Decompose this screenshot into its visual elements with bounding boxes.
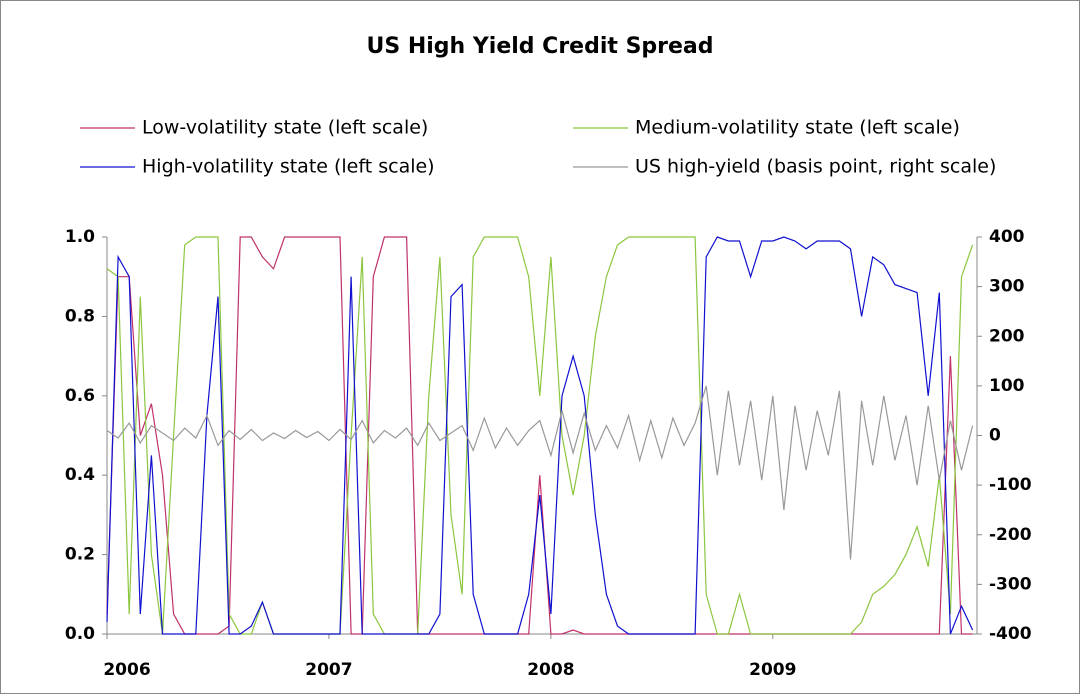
y2-tick-label: -400	[989, 624, 1032, 644]
series-line	[106, 236, 974, 635]
series-line	[106, 385, 974, 560]
y-tick-label: 0.8	[65, 306, 95, 326]
legend-label: US high-yield (basis point, right scale)	[635, 156, 996, 178]
series-line	[106, 236, 974, 635]
y-tick-label: 1.0	[65, 227, 95, 247]
y-tick-label: 0.2	[65, 545, 95, 565]
y2-tick-label: 400	[989, 227, 1025, 247]
y-tick-label: 0.6	[65, 386, 95, 406]
x-tick-label: 2008	[527, 660, 574, 680]
x-tick-label: 2007	[305, 660, 352, 680]
y2-tick-label: 200	[989, 326, 1025, 346]
x-tick-label: 2009	[749, 660, 796, 680]
y-tick-label: 0.4	[65, 465, 95, 485]
x-tick-label: 2006	[103, 660, 150, 680]
y2-tick-label: 0	[989, 426, 1001, 446]
legend-label: High-volatility state (left scale)	[142, 156, 435, 178]
chart-title: US High Yield Credit Spread	[366, 34, 713, 59]
legend-label: Low-volatility state (left scale)	[142, 117, 428, 139]
y2-tick-label: 300	[989, 277, 1025, 297]
y2-tick-label: -200	[989, 525, 1032, 545]
y2-tick-label: -300	[989, 574, 1032, 594]
y2-tick-label: 100	[989, 376, 1025, 396]
legend-label: Medium-volatility state (left scale)	[635, 117, 960, 139]
y-tick-label: 0.0	[65, 624, 95, 644]
y2-tick-label: -100	[989, 475, 1032, 495]
